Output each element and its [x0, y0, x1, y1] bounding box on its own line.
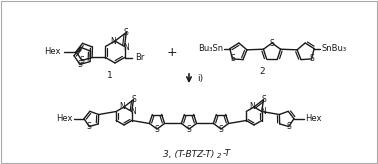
Text: S: S	[124, 28, 129, 37]
Text: Br: Br	[136, 53, 145, 62]
Text: S: S	[261, 95, 266, 103]
Text: 3, (T-BTZ-T): 3, (T-BTZ-T)	[163, 150, 215, 158]
Text: Hex: Hex	[56, 114, 73, 123]
Text: S: S	[131, 95, 136, 103]
Text: +: +	[167, 45, 177, 59]
Text: N: N	[260, 106, 266, 115]
Text: S: S	[287, 122, 291, 131]
Text: Bu₃Sn: Bu₃Sn	[198, 44, 223, 53]
Text: 2: 2	[259, 68, 265, 76]
Text: S: S	[79, 56, 84, 65]
Text: i): i)	[197, 73, 203, 82]
Text: -T: -T	[223, 150, 231, 158]
Text: S: S	[309, 54, 314, 63]
Text: N: N	[119, 102, 125, 111]
Text: N: N	[130, 106, 136, 115]
Text: 1: 1	[107, 71, 113, 80]
Text: SnBu₃: SnBu₃	[321, 44, 346, 53]
Text: Hex: Hex	[45, 47, 61, 56]
Text: Hex: Hex	[305, 114, 322, 123]
Text: S: S	[230, 54, 235, 63]
Text: N: N	[111, 37, 116, 46]
Text: S: S	[155, 124, 160, 133]
Text: S: S	[77, 60, 82, 69]
Text: N: N	[123, 42, 129, 51]
Text: S: S	[218, 124, 223, 133]
Text: S: S	[87, 122, 91, 131]
Text: S: S	[187, 124, 191, 133]
Text: S: S	[270, 39, 274, 48]
Text: 2: 2	[217, 153, 222, 158]
Text: N: N	[249, 102, 256, 111]
